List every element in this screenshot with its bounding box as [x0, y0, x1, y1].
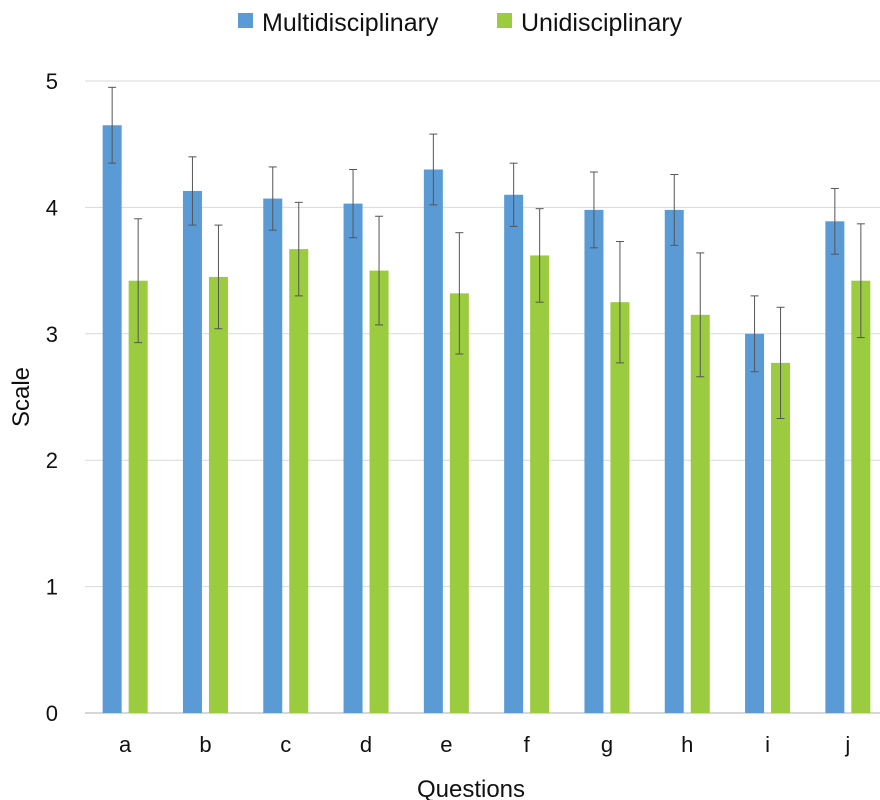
bar-multidisciplinary — [102, 125, 122, 714]
y-tick-label: 1 — [46, 575, 58, 600]
bar-multidisciplinary — [745, 333, 765, 713]
bar-unidisciplinary — [771, 362, 791, 713]
error-bar — [108, 86, 117, 164]
y-tick-label: 3 — [46, 322, 58, 347]
axes: 0 1 2 3 4 5 a b c d e f g h i j — [46, 69, 880, 757]
x-tick-label: f — [524, 732, 531, 757]
error-bar — [750, 295, 759, 373]
error-bar — [455, 232, 464, 355]
x-axis-title: Questions — [417, 776, 525, 800]
legend: Multidisciplinary Unidisciplinary — [238, 9, 683, 37]
legend-swatch — [497, 13, 512, 28]
y-tick-label: 2 — [46, 448, 58, 473]
bar-unidisciplinary — [289, 249, 309, 713]
bar-unidisciplinary — [690, 314, 710, 713]
error-bar — [188, 156, 197, 226]
bars — [102, 125, 871, 714]
legend-item: Unidisciplinary — [497, 9, 683, 37]
bar-multidisciplinary — [825, 221, 845, 713]
error-bar — [776, 306, 785, 419]
error-bar — [375, 215, 384, 326]
y-axis-title: Scale — [8, 367, 35, 427]
x-tick-label: b — [199, 732, 211, 757]
error-bar — [214, 224, 223, 330]
bar-unidisciplinary — [449, 293, 469, 713]
bar-multidisciplinary — [664, 209, 684, 714]
x-tick-label: e — [440, 732, 452, 757]
error-bar — [429, 133, 438, 206]
bar-multidisciplinary — [343, 203, 363, 713]
error-bar — [589, 171, 598, 249]
error-bar — [615, 241, 624, 364]
bar-multidisciplinary — [584, 209, 604, 714]
bar-unidisciplinary — [369, 270, 389, 713]
error-bar — [509, 162, 518, 227]
error-bars — [108, 86, 865, 419]
bar-unidisciplinary — [208, 276, 228, 713]
bar-multidisciplinary — [182, 190, 202, 713]
error-bar — [830, 187, 839, 255]
legend-label: Unidisciplinary — [521, 9, 683, 37]
error-bar — [856, 223, 865, 339]
x-tick-label: d — [360, 732, 372, 757]
legend-item: Multidisciplinary — [238, 9, 439, 37]
error-bar — [349, 168, 358, 239]
error-bar — [535, 208, 544, 303]
bar-multidisciplinary — [423, 169, 443, 714]
bar-unidisciplinary — [610, 302, 630, 713]
error-bar — [268, 166, 277, 231]
error-bar — [696, 252, 705, 378]
error-bar — [134, 218, 143, 344]
x-tick-label: c — [280, 732, 291, 757]
error-bar — [670, 174, 679, 246]
x-tick-label: a — [119, 732, 132, 757]
error-bar — [294, 201, 303, 297]
legend-swatch — [238, 13, 253, 28]
bar-unidisciplinary — [530, 255, 550, 713]
x-tick-label: i — [765, 732, 770, 757]
y-tick-label: 0 — [46, 701, 58, 726]
y-tick-label: 5 — [46, 69, 58, 94]
bar-multidisciplinary — [504, 194, 524, 713]
bar-unidisciplinary — [851, 280, 871, 713]
y-tick-label: 4 — [46, 195, 58, 220]
x-tick-label: g — [601, 732, 613, 757]
bar-unidisciplinary — [128, 280, 148, 713]
legend-label: Multidisciplinary — [262, 9, 439, 37]
x-tick-label: h — [681, 732, 693, 757]
x-tick-label: j — [844, 732, 850, 757]
bar-multidisciplinary — [263, 198, 283, 713]
